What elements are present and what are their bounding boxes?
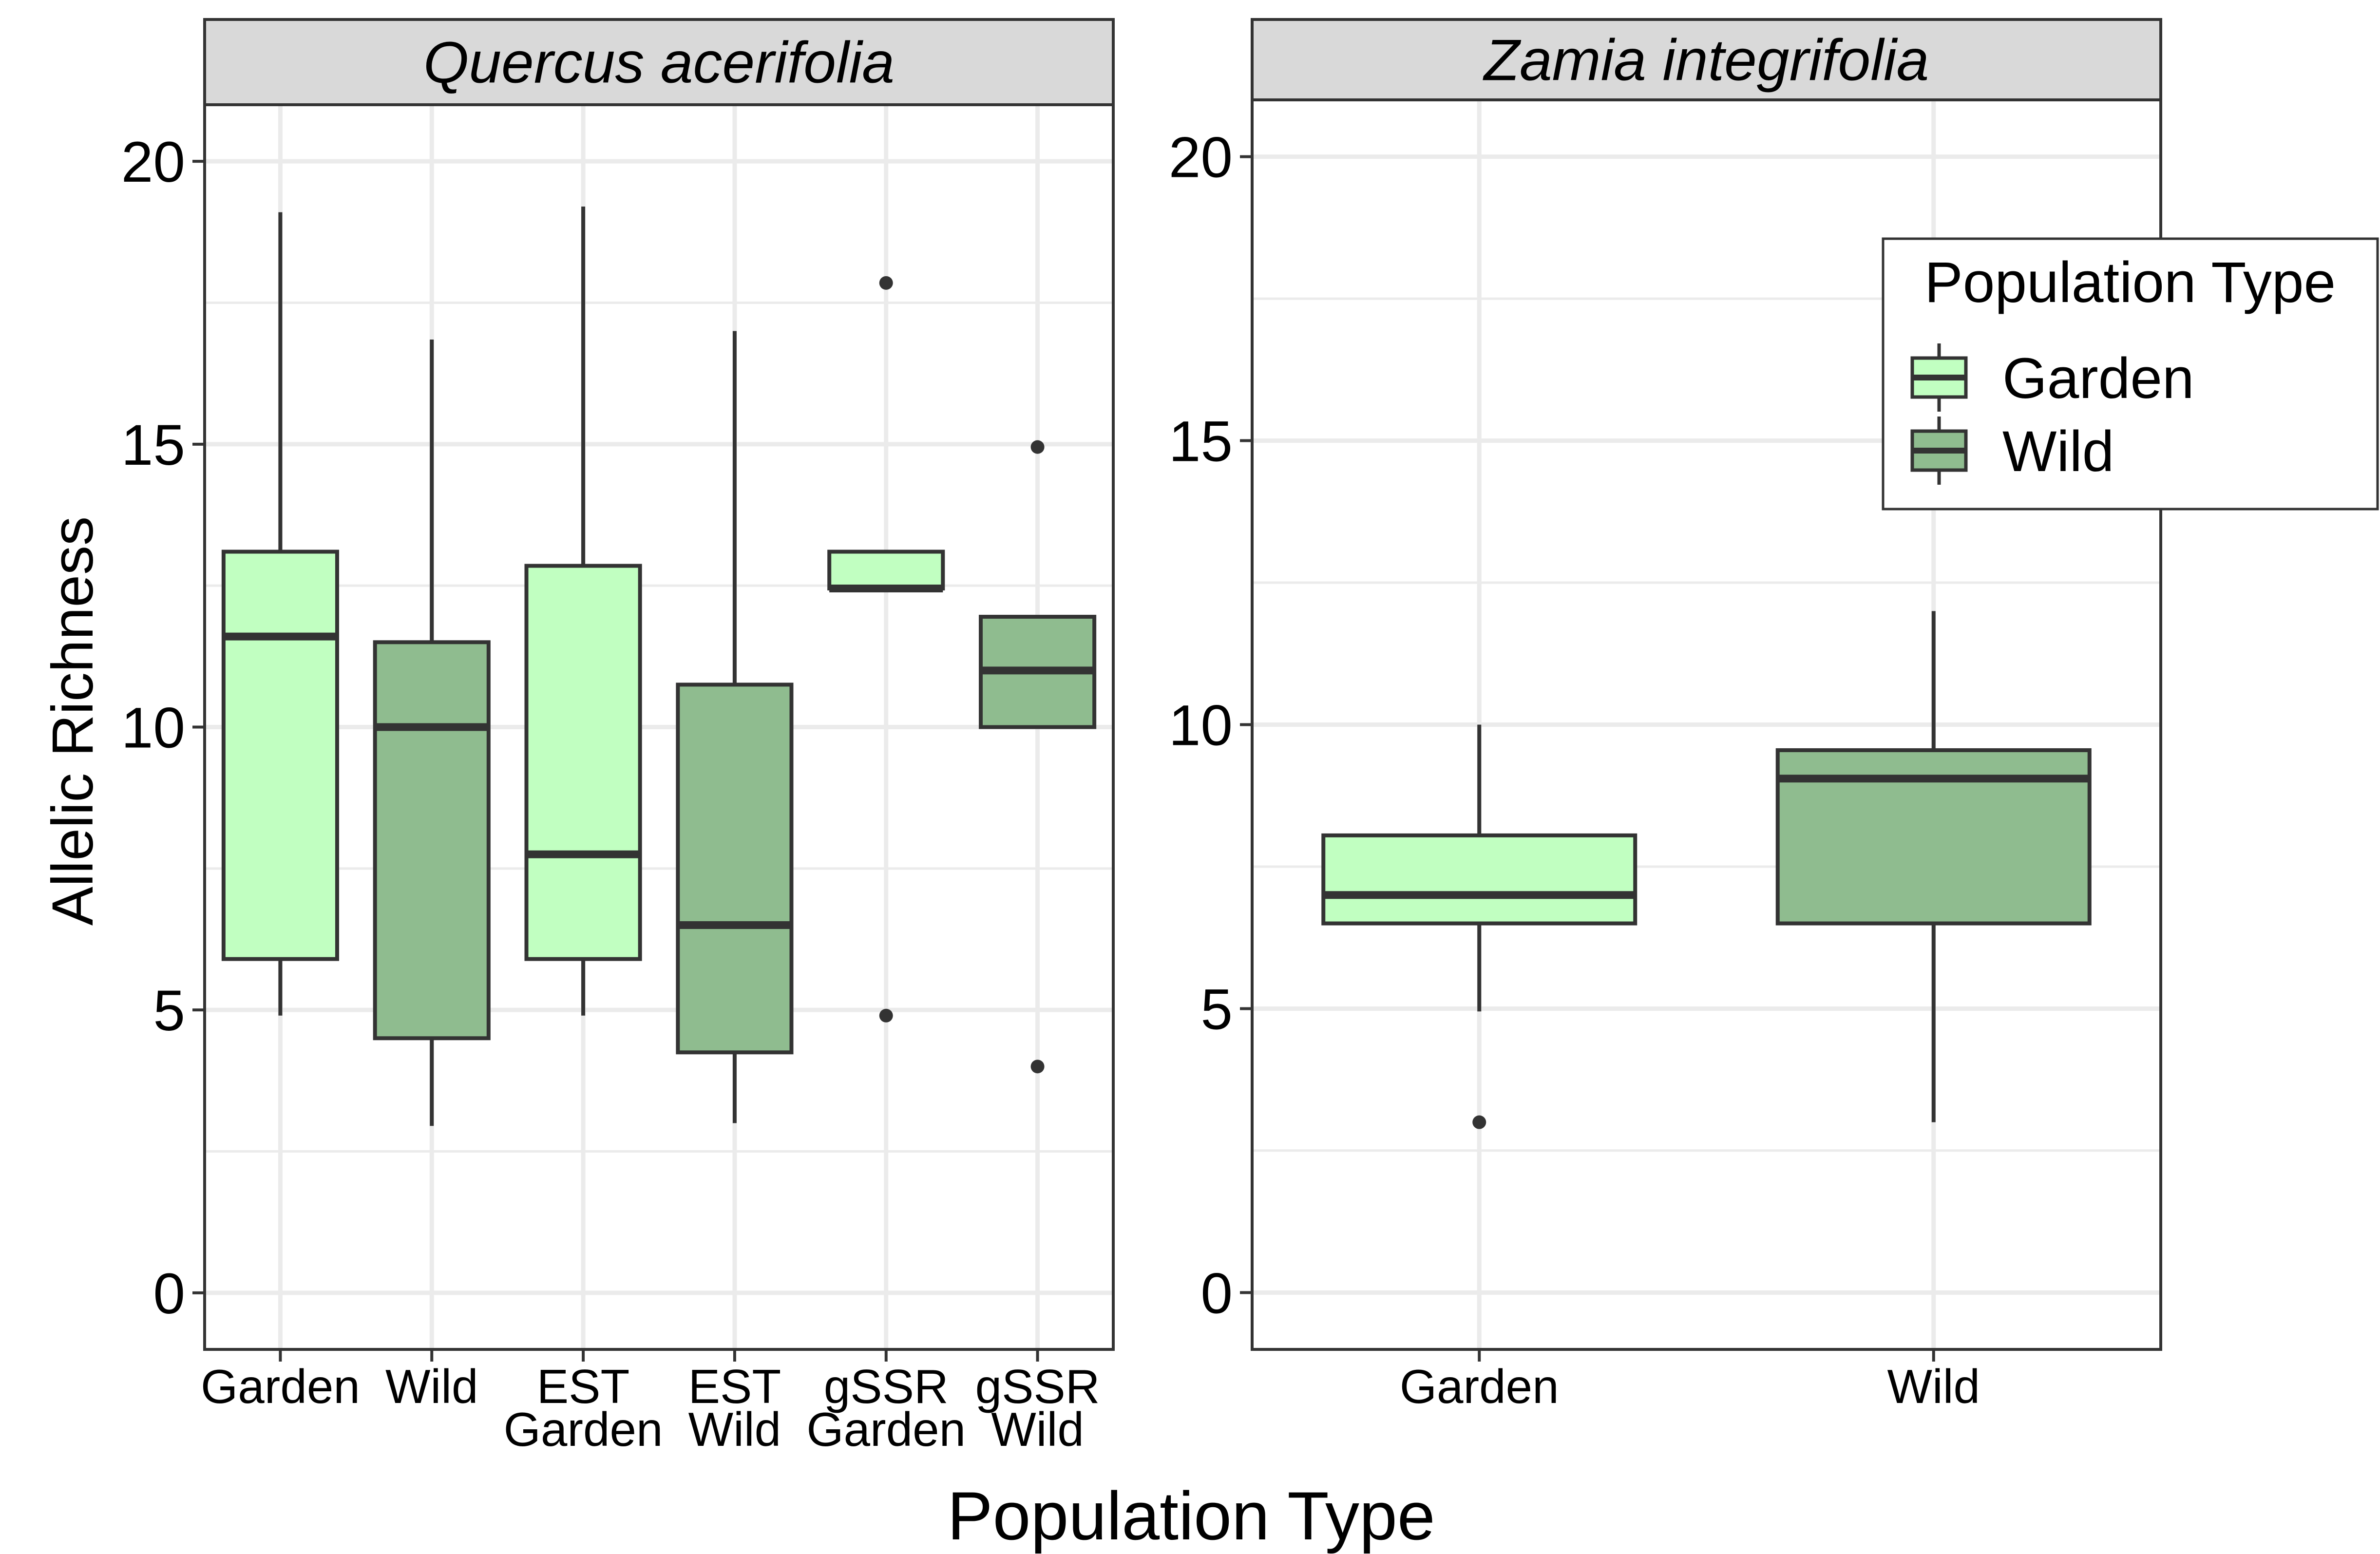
- y-tick-label: 5: [153, 979, 185, 1043]
- facet-strip: [203, 18, 1115, 106]
- y-tick-label: 0: [153, 1262, 185, 1326]
- facet-title: Quercus acerifolia: [423, 30, 895, 95]
- y-tick-label: 15: [121, 413, 185, 477]
- box-est-wild: [676, 331, 794, 1123]
- legend-key-garden: [1910, 343, 1968, 412]
- legend-title: Population Type: [1924, 250, 2336, 315]
- x-tick-label: Wild: [385, 1360, 478, 1413]
- x-tick-label: gSSR Garden: [806, 1360, 966, 1456]
- outlier-point: [1030, 440, 1045, 454]
- y-tick-label: 5: [1200, 977, 1233, 1042]
- box-iqr: [373, 640, 491, 1041]
- panel-quercus: Quercus acerifolia 0 5 10 15 20 Garden Wild EST G…: [121, 18, 1115, 1456]
- x-tick-label: Garden: [1400, 1360, 1559, 1413]
- x-tick-label: EST Wild: [688, 1360, 781, 1456]
- panels: Quercus acerifolia 0 5 10 15 20 Garden Wild EST G…: [121, 18, 2162, 1456]
- box-est-garden: [524, 207, 642, 1016]
- x-axis-label: Population Type: [947, 1478, 1435, 1554]
- box-iqr: [1321, 833, 1637, 926]
- box-gssr-wild: [979, 440, 1097, 1074]
- legend-label: Wild: [2002, 419, 2114, 484]
- y-tick-label: 0: [1200, 1261, 1233, 1326]
- box-garden: [1321, 724, 1637, 1129]
- outlier-point: [879, 1008, 893, 1023]
- outlier-point: [1030, 1060, 1045, 1074]
- x-tick-label: Garden: [201, 1360, 360, 1413]
- box-wild: [1775, 611, 2092, 1122]
- y-tick-label: 10: [1169, 694, 1233, 758]
- box-wild: [373, 339, 491, 1126]
- box-iqr: [221, 550, 339, 961]
- y-axis-label: Allelic Richness: [40, 516, 105, 926]
- box-iqr: [676, 682, 794, 1055]
- legend: Population Type Garden Wild: [1882, 237, 2379, 511]
- panel-zamia: Zamia integrifolia 0 5 10 15 20 Garden Wild: [1169, 18, 2162, 1413]
- facet-title: Zamia integrifolia: [1483, 28, 1929, 93]
- box-gssr-garden: [827, 276, 945, 1023]
- box-iqr: [524, 564, 642, 961]
- legend-key-wild: [1910, 417, 1968, 485]
- y-tick-label: 10: [121, 696, 185, 760]
- x-tick-label: EST Garden: [504, 1360, 663, 1456]
- legend-label: Garden: [2002, 346, 2194, 411]
- outlier-point: [1472, 1115, 1486, 1129]
- x-tick-label: gSSR Wild: [975, 1360, 1100, 1456]
- y-tick-label: 20: [121, 130, 185, 194]
- facet-strip: [1251, 18, 2162, 101]
- y-tick-label: 15: [1169, 410, 1233, 474]
- box-garden: [221, 212, 339, 1016]
- box-iqr: [827, 550, 945, 590]
- x-tick-label: Wild: [1887, 1360, 1980, 1413]
- y-tick-label: 20: [1169, 126, 1233, 190]
- outlier-point: [879, 276, 893, 290]
